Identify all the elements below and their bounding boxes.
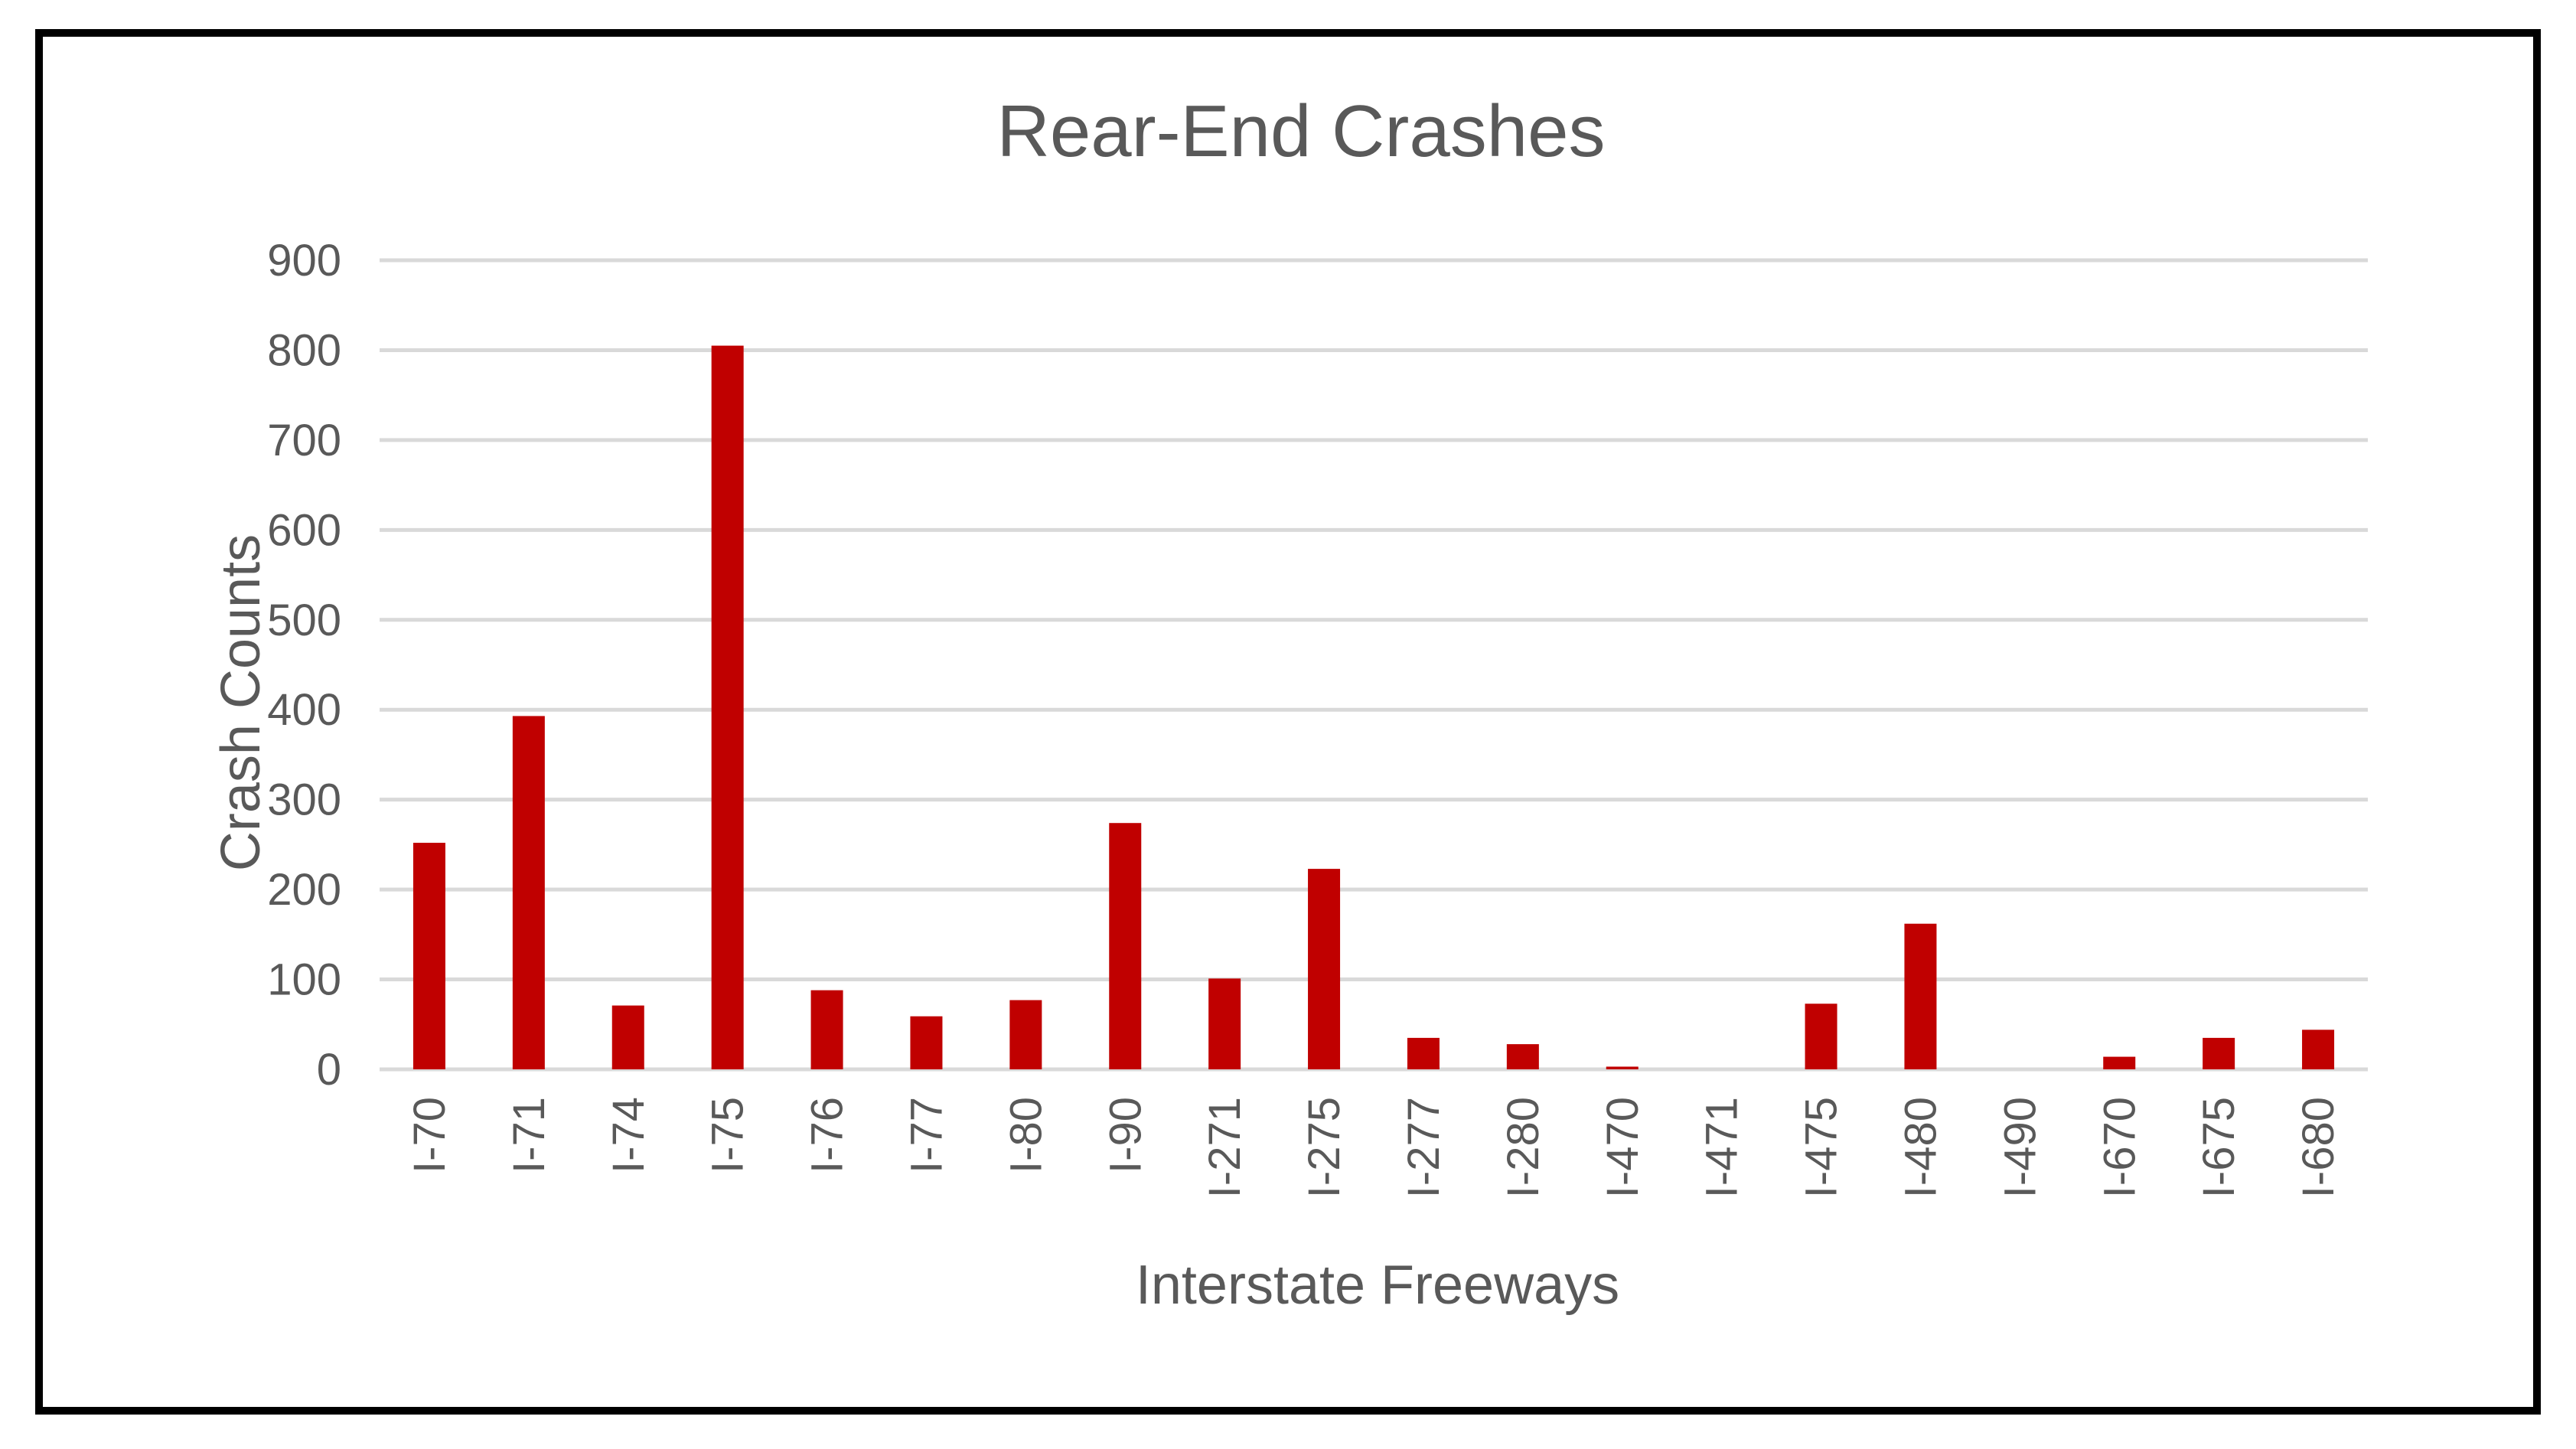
gridlines — [380, 258, 2368, 1072]
y-tick-label: 800 — [267, 325, 341, 375]
x-axis-ticks: I-70 I-71 I-74 I-75 I-76 I-77 I-80 I-90 I-271 I-2… — [405, 1097, 2343, 1198]
x-axis-title: Interstate Freeways — [1136, 1255, 1619, 1316]
x-tick-label: I-480 — [1896, 1097, 1945, 1198]
bar-i-675 — [2203, 1037, 2235, 1069]
bar-i-70 — [412, 843, 445, 1069]
x-tick-label: I-675 — [2194, 1097, 2244, 1198]
bar-i-280 — [1506, 1044, 1539, 1069]
bar-i-271 — [1208, 978, 1241, 1069]
x-tick-label: I-471 — [1697, 1097, 1747, 1198]
y-axis-title: Crash Counts — [210, 534, 272, 871]
bar-i-80 — [1009, 1000, 1042, 1069]
y-tick-label: 0 — [317, 1045, 341, 1095]
x-tick-label: I-680 — [2294, 1097, 2343, 1198]
chart-frame: Rear-End Crashes 0 100 200 300 400 500 600 700 8… — [35, 29, 2541, 1415]
x-tick-label: I-77 — [902, 1097, 951, 1173]
y-tick-label: 600 — [267, 505, 341, 555]
bar-i-680 — [2302, 1030, 2335, 1069]
x-tick-label: I-80 — [1001, 1097, 1051, 1173]
x-tick-label: I-71 — [504, 1097, 554, 1173]
bar-i-71 — [512, 716, 545, 1069]
bar-i-475 — [1805, 1004, 1837, 1069]
bar-i-74 — [611, 1005, 644, 1069]
bar-i-275 — [1308, 869, 1341, 1069]
bar-i-470 — [1606, 1066, 1639, 1069]
bar-i-76 — [810, 990, 843, 1069]
bar-i-670 — [2103, 1056, 2136, 1069]
bar-i-77 — [910, 1016, 943, 1069]
bar-chart: Rear-End Crashes 0 100 200 300 400 500 600 700 8… — [210, 90, 2368, 1316]
x-tick-label: I-74 — [604, 1097, 654, 1173]
bar-i-277 — [1407, 1037, 1440, 1069]
chart-title: Rear-End Crashes — [997, 90, 1606, 172]
x-tick-label: I-90 — [1101, 1097, 1150, 1173]
x-tick-label: I-70 — [405, 1097, 455, 1173]
x-tick-label: I-490 — [1995, 1097, 2045, 1198]
bar-i-480 — [1904, 923, 1937, 1069]
x-tick-label: I-470 — [1598, 1097, 1648, 1198]
bars — [412, 345, 2335, 1069]
x-tick-label: I-277 — [1399, 1097, 1449, 1198]
x-tick-label: I-76 — [803, 1097, 853, 1173]
bar-i-75 — [711, 345, 744, 1069]
x-tick-label: I-475 — [1797, 1097, 1847, 1198]
y-tick-label: 100 — [267, 955, 341, 1005]
y-axis-ticks: 0 100 200 300 400 500 600 700 800 900 — [267, 236, 341, 1095]
y-tick-label: 300 — [267, 775, 341, 825]
x-tick-label: I-670 — [2095, 1097, 2144, 1198]
y-tick-label: 500 — [267, 596, 341, 645]
y-tick-label: 900 — [267, 236, 341, 286]
x-tick-label: I-280 — [1498, 1097, 1548, 1198]
y-tick-label: 200 — [267, 865, 341, 915]
x-tick-label: I-275 — [1299, 1097, 1349, 1198]
x-tick-label: I-271 — [1200, 1097, 1250, 1198]
x-tick-label: I-75 — [703, 1097, 753, 1173]
bar-i-90 — [1109, 823, 1142, 1069]
y-tick-label: 400 — [267, 685, 341, 735]
y-tick-label: 700 — [267, 416, 341, 465]
